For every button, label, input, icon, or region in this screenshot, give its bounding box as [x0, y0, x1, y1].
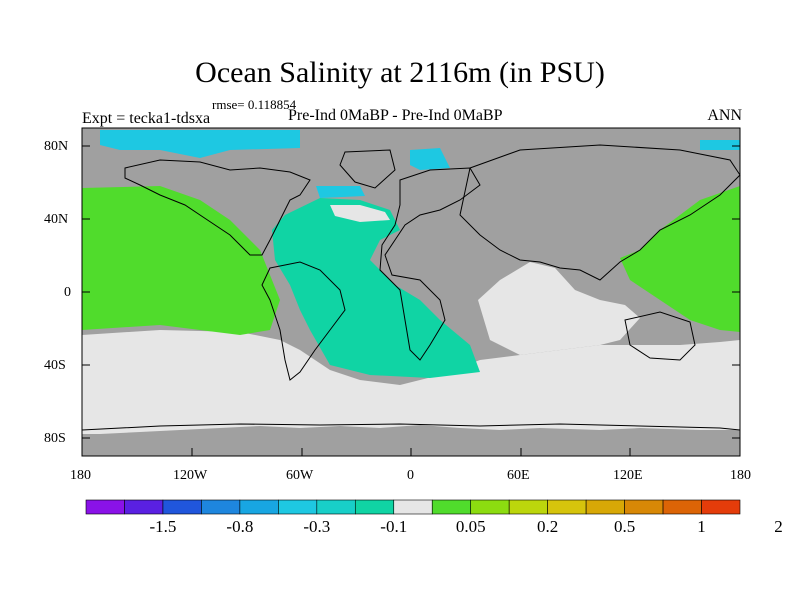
- colorbar-swatch: [701, 499, 741, 515]
- colorbar-tick-label: 0.2: [537, 517, 559, 536]
- lat-label-80n: 80N: [44, 139, 69, 154]
- colorbar-swatch: [431, 499, 472, 515]
- plot-title: Ocean Salinity at 2116m (in PSU): [195, 56, 605, 89]
- colorbar-swatch: [547, 499, 587, 515]
- lon-label-180e: 180: [730, 468, 751, 483]
- arctic-anomaly: [100, 130, 300, 158]
- colorbar-swatch: [354, 499, 395, 515]
- colorbar-swatch: [508, 499, 548, 515]
- experiment-label: Expt = tecka1-tdsxa: [82, 110, 211, 127]
- colorbar-swatch: [585, 499, 625, 515]
- colorbar-swatch: [239, 499, 279, 515]
- colorbar-tick-label: 1: [697, 517, 706, 536]
- colorbar-tick-label: -0.1: [380, 517, 408, 536]
- lon-label-60e: 60E: [507, 468, 530, 483]
- colorbar-swatch: [124, 499, 164, 515]
- comparison-label: Pre-Ind 0MaBP - Pre-Ind 0MaBP: [288, 107, 503, 124]
- labrador-patch: [316, 186, 365, 198]
- lat-label-80s: 80S: [44, 431, 66, 446]
- lon-label-120w: 120W: [173, 468, 208, 483]
- southern-ocean-anomaly: [82, 330, 740, 434]
- season-label: ANN: [707, 107, 742, 124]
- colorbar-swatch: [662, 499, 702, 515]
- colorbar-swatch: [201, 499, 241, 515]
- colorbar-swatch: [624, 499, 664, 515]
- lon-label-180w: 180: [70, 468, 91, 483]
- colorbar-swatch: [162, 499, 202, 515]
- lon-label-120e: 120E: [613, 468, 643, 483]
- colorbar-swatch: [470, 499, 510, 515]
- coastlines: [81, 144, 741, 431]
- atlantic-anomaly: [272, 198, 480, 378]
- colorbar-tick-label: 0.5: [613, 517, 636, 536]
- colorbar-swatch: [85, 499, 125, 515]
- colorbar-tick-label: -0.3: [303, 517, 331, 536]
- colorbar-tick-label: -1.5: [149, 517, 177, 536]
- lat-ticks: [82, 145, 740, 439]
- colorbar-tick-label: 2: [774, 517, 783, 536]
- lat-label-40n: 40N: [44, 212, 69, 227]
- colorbar-tick-label: -0.8: [226, 517, 254, 536]
- lon-label-60w: 60W: [286, 468, 314, 483]
- lat-label-40s: 40S: [44, 358, 66, 373]
- rmse-label: rmse= 0.118854: [212, 97, 297, 112]
- north-atlantic-patch: [330, 205, 390, 222]
- lat-label-0: 0: [64, 285, 71, 300]
- colorbar-swatch: [278, 499, 318, 515]
- colorbar-swatch: [393, 499, 433, 515]
- lon-label-0: 0: [407, 468, 414, 483]
- arctic-east-anomaly: [410, 148, 450, 170]
- colorbar-swatch: [316, 499, 356, 515]
- colorbar: [85, 499, 741, 515]
- lon-ticks: [191, 448, 631, 456]
- colorbar-tick-label: 0.05: [455, 517, 486, 536]
- pacific-east-anomaly: [620, 186, 740, 332]
- indian-ocean-anomaly: [478, 262, 640, 355]
- arctic-far-east-anomaly: [700, 140, 740, 150]
- pacific-west-anomaly: [82, 186, 280, 335]
